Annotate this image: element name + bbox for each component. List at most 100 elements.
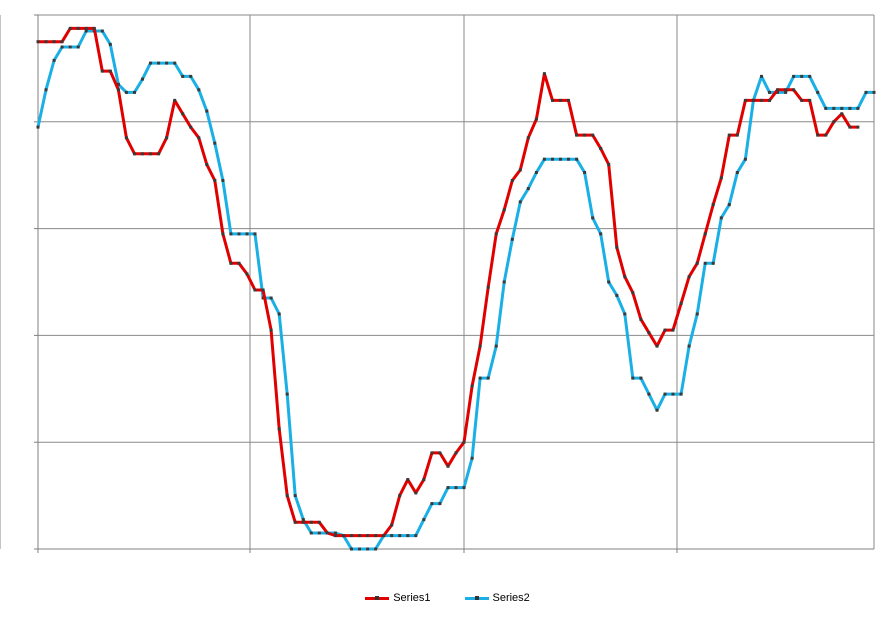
data-point bbox=[575, 157, 579, 161]
data-point bbox=[776, 88, 779, 92]
data-point bbox=[285, 392, 289, 396]
data-point bbox=[213, 179, 217, 182]
data-point bbox=[462, 440, 466, 444]
data-point bbox=[213, 141, 217, 145]
data-point bbox=[559, 98, 562, 102]
data-point bbox=[406, 534, 410, 538]
data-point bbox=[253, 288, 257, 292]
data-point bbox=[317, 520, 321, 524]
data-point bbox=[181, 74, 185, 78]
data-point bbox=[607, 163, 611, 166]
data-point bbox=[165, 61, 169, 65]
legend-swatch-series1 bbox=[365, 595, 390, 600]
data-point bbox=[470, 384, 474, 388]
data-point bbox=[36, 40, 40, 44]
data-point bbox=[390, 523, 394, 527]
data-point bbox=[792, 74, 796, 78]
data-point bbox=[261, 296, 265, 300]
data-point bbox=[631, 376, 635, 380]
data-point bbox=[60, 40, 64, 44]
data-point bbox=[197, 88, 201, 92]
data-point bbox=[639, 376, 643, 380]
data-point bbox=[856, 125, 860, 129]
data-point bbox=[727, 203, 731, 207]
data-point bbox=[534, 171, 538, 174]
data-point bbox=[358, 547, 361, 551]
data-point bbox=[486, 376, 490, 380]
data-point bbox=[687, 275, 691, 279]
data-point bbox=[229, 232, 233, 236]
data-point bbox=[856, 106, 860, 110]
data-point bbox=[68, 45, 72, 49]
data-point bbox=[751, 98, 755, 102]
data-point bbox=[695, 312, 699, 316]
data-point bbox=[398, 494, 402, 498]
data-point bbox=[68, 26, 72, 30]
data-point bbox=[470, 456, 474, 460]
data-point bbox=[663, 328, 667, 332]
data-point bbox=[719, 176, 723, 180]
data-point bbox=[60, 45, 64, 49]
data-point bbox=[631, 291, 635, 295]
data-point bbox=[398, 534, 402, 538]
data-point bbox=[454, 486, 458, 490]
data-point bbox=[711, 203, 715, 207]
data-point bbox=[430, 502, 434, 506]
data-point bbox=[108, 42, 112, 46]
data-point bbox=[591, 216, 595, 220]
data-point bbox=[293, 494, 297, 498]
legend-item-series1: Series1 bbox=[365, 588, 431, 608]
data-point bbox=[422, 518, 426, 522]
data-point bbox=[221, 179, 225, 182]
data-point bbox=[695, 261, 699, 265]
data-point bbox=[309, 531, 313, 535]
data-point bbox=[414, 534, 418, 538]
data-point bbox=[800, 74, 804, 78]
data-point bbox=[583, 133, 587, 137]
data-point bbox=[269, 328, 273, 332]
data-point bbox=[181, 112, 185, 116]
data-point bbox=[486, 285, 490, 289]
series-line-series2 bbox=[36, 29, 874, 551]
data-point bbox=[816, 133, 820, 137]
data-point bbox=[647, 331, 651, 335]
data-point bbox=[277, 312, 281, 316]
data-point bbox=[735, 133, 739, 137]
data-point bbox=[671, 328, 675, 332]
data-point bbox=[438, 502, 442, 506]
data-point bbox=[414, 491, 418, 495]
data-point bbox=[100, 29, 104, 33]
data-point bbox=[478, 376, 482, 380]
data-point bbox=[374, 534, 378, 538]
series-series1 bbox=[36, 26, 860, 538]
data-point bbox=[784, 90, 788, 94]
data-point bbox=[510, 237, 514, 241]
data-point bbox=[840, 106, 844, 110]
data-point bbox=[848, 125, 852, 129]
data-point bbox=[816, 90, 820, 94]
data-point bbox=[623, 312, 627, 316]
data-point bbox=[221, 232, 225, 236]
data-point bbox=[141, 77, 144, 81]
data-point bbox=[510, 179, 514, 182]
series-layer bbox=[36, 26, 876, 551]
data-point bbox=[526, 136, 530, 140]
data-point bbox=[350, 547, 353, 551]
gridlines bbox=[0, 14, 875, 549]
data-point bbox=[808, 98, 812, 102]
data-point bbox=[116, 88, 120, 92]
data-point bbox=[189, 125, 193, 129]
data-point bbox=[333, 534, 337, 538]
data-point bbox=[679, 301, 683, 305]
data-point bbox=[840, 112, 844, 116]
data-point bbox=[478, 344, 482, 348]
legend-label-series2: Series2 bbox=[492, 592, 530, 604]
data-point bbox=[575, 133, 579, 137]
data-point bbox=[229, 261, 233, 265]
data-point bbox=[655, 344, 659, 348]
legend-label-series1: Series1 bbox=[393, 592, 431, 604]
data-point bbox=[325, 531, 329, 535]
data-point bbox=[494, 232, 498, 236]
data-point bbox=[237, 232, 241, 236]
